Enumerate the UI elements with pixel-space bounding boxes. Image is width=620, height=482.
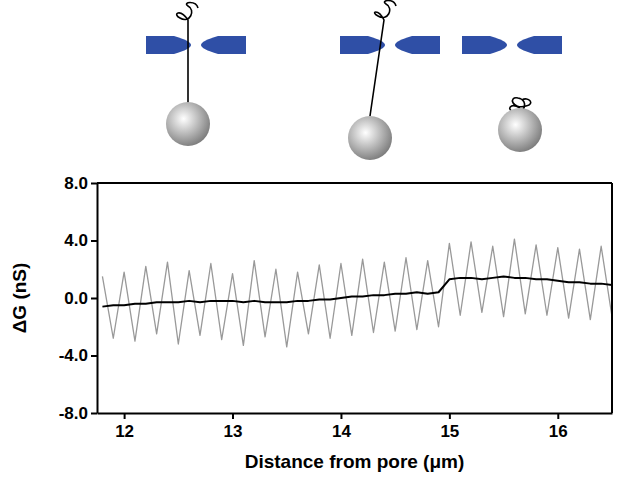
membrane [462,36,562,54]
membrane-right [517,36,562,54]
bead [498,108,542,152]
tick-label: 4.0 [64,231,88,250]
y-axis-title: ΔG (nS) [9,263,30,334]
tick-mark [340,413,342,419]
tick-mark [91,355,97,357]
plot-frame [97,182,612,184]
membrane-right [395,36,440,54]
membrane-left [146,36,191,54]
membrane-left [462,36,507,54]
mean-trace [102,276,612,306]
tick: 16 [549,413,568,441]
bead [166,102,210,146]
tick: 12 [115,413,134,441]
schematics [146,1,562,161]
tick-mark [124,413,126,419]
tick: 15 [440,413,459,441]
tick-mark [91,298,97,300]
membrane-left [340,36,385,54]
tick-label: -4.0 [59,346,88,365]
x-axis: 12 13 14 15 16 [98,413,613,441]
dna-strand [370,1,396,117]
plot-area [102,239,612,347]
tick: 4.0 [64,231,97,250]
tick-label: -8.0 [59,404,88,423]
tick-label: 12 [115,422,134,441]
tick: -8.0 [59,404,97,423]
tick-mark [557,413,559,419]
tick-mark [232,413,234,419]
x-axis-title: Distance from pore (μm) [245,451,465,472]
tick: 0.0 [64,289,97,308]
bead [348,116,392,160]
membrane [340,36,440,54]
tick-mark [91,240,97,242]
tick-mark [91,183,97,185]
plot-frame [611,183,613,413]
tick: 14 [332,413,351,441]
tick-label: 14 [332,422,351,441]
tick-label: 0.0 [64,289,88,308]
y-axis: -8.0 -4.0 0.0 4.0 8.0 [59,174,98,423]
tick-mark [91,413,97,415]
chart: 12 13 14 15 16 -8.0 -4.0 0.0 4.0 8.0 Distance from… [0,0,620,482]
raw-trace [102,239,612,347]
tick: 13 [224,413,243,441]
tick-label: 13 [224,422,243,441]
tick-label: 16 [549,422,568,441]
axis-line [98,413,613,415]
tick: -4.0 [59,346,97,365]
tick-label: 15 [440,422,459,441]
tick: 8.0 [64,174,97,193]
dna-strand [177,3,198,104]
membrane-right [201,36,246,54]
membrane [146,36,246,54]
tick-mark [449,413,451,419]
tick-label: 8.0 [64,174,88,193]
